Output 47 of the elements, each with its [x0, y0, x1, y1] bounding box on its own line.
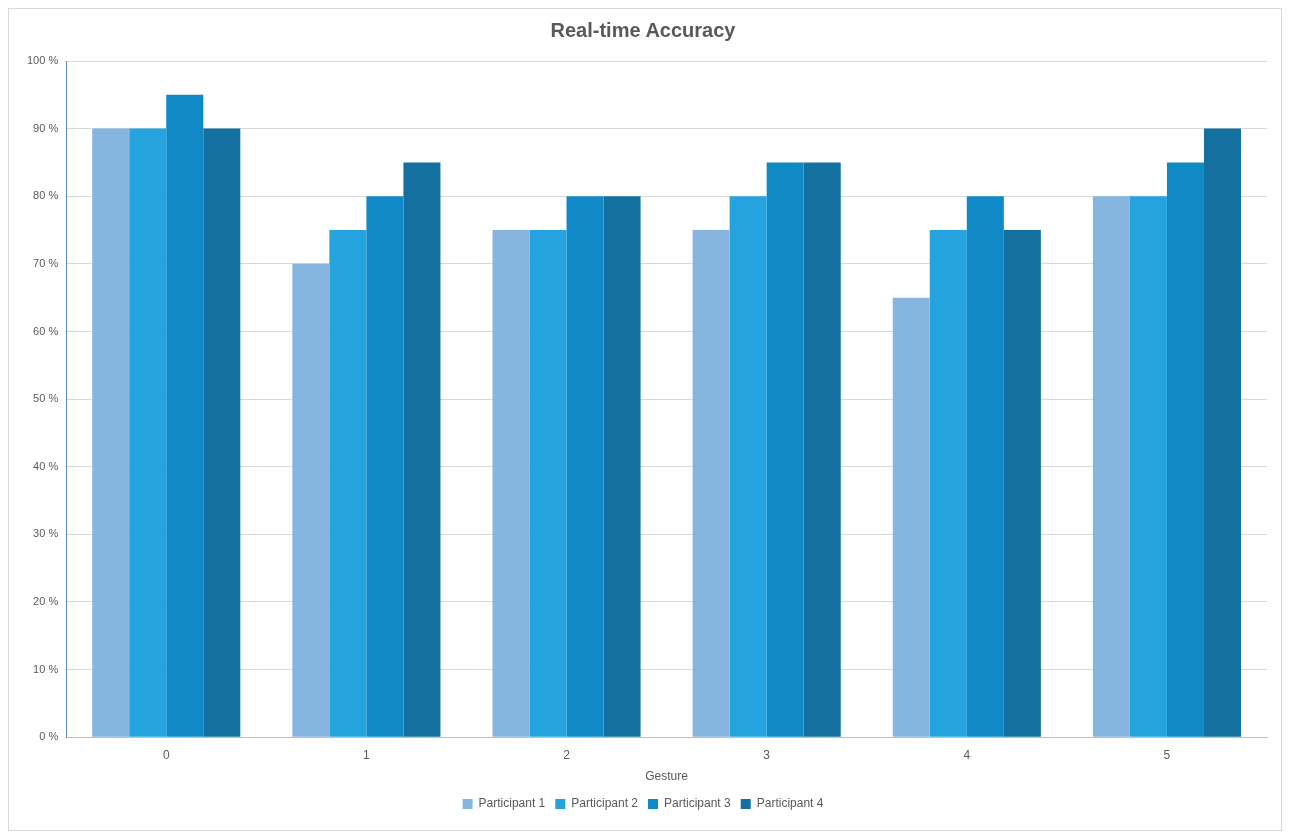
x-tick-label: 1 — [363, 747, 371, 762]
y-tick-label: 0 % — [39, 730, 59, 743]
y-tick-label: 100 % — [26, 54, 59, 67]
bar — [1129, 196, 1167, 737]
bar — [803, 162, 841, 737]
bar — [92, 128, 130, 737]
legend-label: Participant 3 — [664, 796, 732, 811]
x-tick-label: 3 — [763, 747, 771, 762]
y-tick-label: 50 % — [33, 392, 59, 405]
bar — [929, 230, 967, 737]
legend-label: Participant 2 — [571, 796, 639, 811]
bar — [329, 230, 367, 737]
bar — [1003, 230, 1041, 737]
y-tick-label: 30 % — [33, 527, 59, 540]
x-tick-label: 4 — [963, 747, 971, 762]
y-tick-label: 90 % — [33, 121, 59, 134]
bar — [1092, 196, 1130, 737]
legend-label: Participant 1 — [478, 796, 546, 811]
bar — [166, 94, 204, 737]
legend-label: Participant 4 — [756, 796, 824, 811]
bar — [203, 128, 241, 737]
y-tick-label: 10 % — [33, 662, 59, 675]
y-tick-label: 40 % — [33, 459, 59, 472]
bar — [529, 230, 567, 737]
bar — [729, 196, 767, 737]
x-tick-label: 2 — [563, 747, 571, 762]
bar — [492, 230, 530, 737]
chart-title: Real-time Accuracy — [550, 18, 737, 41]
bar — [1166, 162, 1204, 737]
x-tick-label: 5 — [1163, 747, 1171, 762]
bar — [403, 162, 441, 737]
x-axis-title: Gesture — [645, 769, 689, 784]
bar — [892, 297, 930, 737]
bar — [292, 263, 330, 737]
bar — [603, 196, 641, 737]
bar — [692, 230, 730, 737]
y-tick-label: 70 % — [33, 256, 59, 269]
y-tick-label: 60 % — [33, 324, 59, 337]
bar — [566, 196, 604, 737]
bar — [1203, 128, 1241, 737]
bar — [766, 162, 804, 737]
bar — [129, 128, 167, 737]
y-tick-label: 20 % — [33, 594, 59, 607]
bar — [966, 196, 1004, 737]
y-tick-label: 80 % — [33, 189, 59, 202]
bar — [366, 196, 404, 737]
x-tick-label: 0 — [162, 747, 170, 762]
